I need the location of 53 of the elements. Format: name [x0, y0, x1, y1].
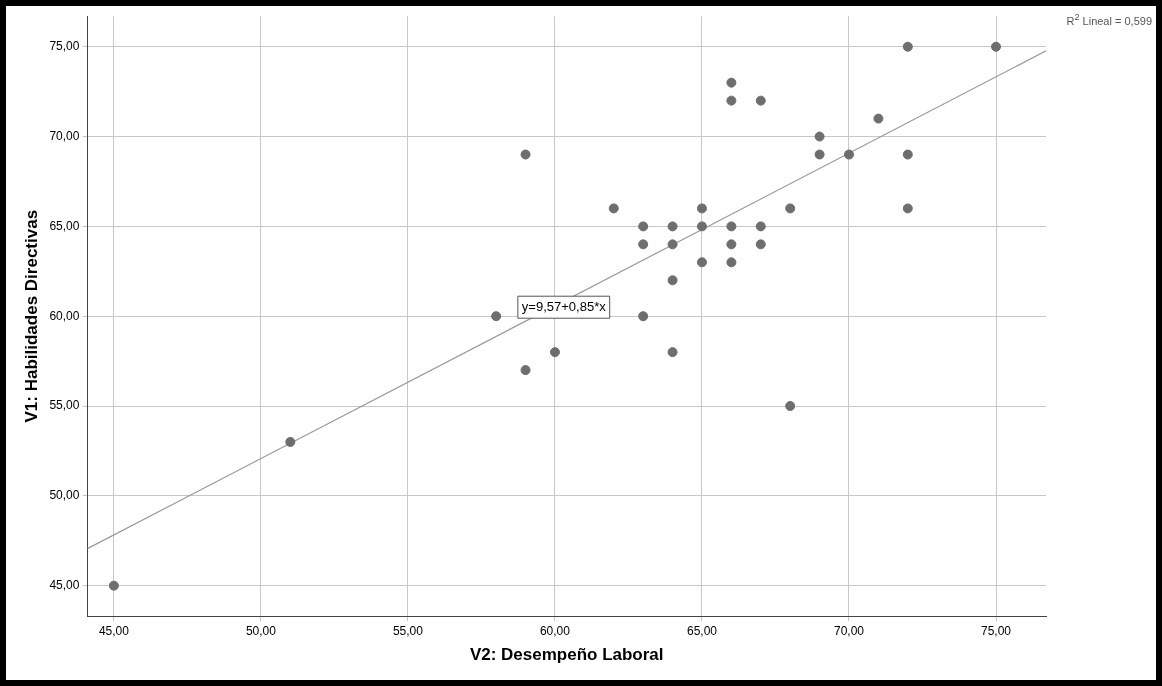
- point: [696, 257, 707, 268]
- x-tick-label: 75,00: [981, 623, 1012, 638]
- point: [638, 311, 649, 322]
- point: [667, 275, 678, 286]
- x-tick-label: 60,00: [539, 623, 571, 638]
- point: [667, 239, 678, 250]
- point: [843, 149, 854, 160]
- point: [549, 347, 560, 358]
- point: [520, 149, 531, 160]
- point: [726, 239, 737, 250]
- point: [902, 203, 913, 214]
- x-tick-label: 45,00: [98, 623, 130, 638]
- point: [608, 203, 619, 214]
- y-tick-label: 50,00: [49, 488, 80, 503]
- point: [991, 41, 1002, 52]
- x-tick-label: 65,00: [686, 623, 718, 638]
- point: [873, 113, 884, 124]
- point: [491, 311, 502, 322]
- y-axis-title: V1: Habilidades Directivas: [21, 209, 41, 423]
- point: [726, 77, 737, 88]
- x-axis-title: V2: Desempeño Laboral: [469, 645, 664, 665]
- point: [108, 580, 119, 591]
- point: [696, 221, 707, 232]
- point: [667, 347, 678, 358]
- y-tick-label: 65,00: [49, 218, 80, 233]
- y-tick-label: 70,00: [49, 128, 80, 143]
- point: [667, 221, 678, 232]
- point: [285, 436, 296, 447]
- point: [638, 239, 649, 250]
- y-tick-label: 55,00: [49, 398, 80, 413]
- point: [785, 401, 796, 412]
- y-tick-label: 75,00: [49, 39, 80, 54]
- point: [902, 41, 913, 52]
- point: [902, 149, 913, 160]
- point: [638, 221, 649, 232]
- point: [814, 149, 825, 160]
- point: [785, 203, 796, 214]
- point: [520, 365, 531, 376]
- point: [755, 221, 766, 232]
- point: [726, 95, 737, 106]
- point: [726, 221, 737, 232]
- x-tick-label: 70,00: [833, 623, 865, 638]
- y-tick-label: 60,00: [49, 308, 80, 323]
- point: [755, 239, 766, 250]
- point: [814, 131, 825, 142]
- point: [755, 95, 766, 106]
- x-tick-label: 50,00: [245, 623, 277, 638]
- point: [696, 203, 707, 214]
- x-tick-label: 55,00: [392, 623, 424, 638]
- point: [726, 257, 737, 268]
- y-tick-label: 45,00: [49, 577, 80, 592]
- annotation: y=9,57+0,85*x: [521, 298, 607, 314]
- text: R$^{2}$ Lineal = 0,599: [1066, 12, 1152, 27]
